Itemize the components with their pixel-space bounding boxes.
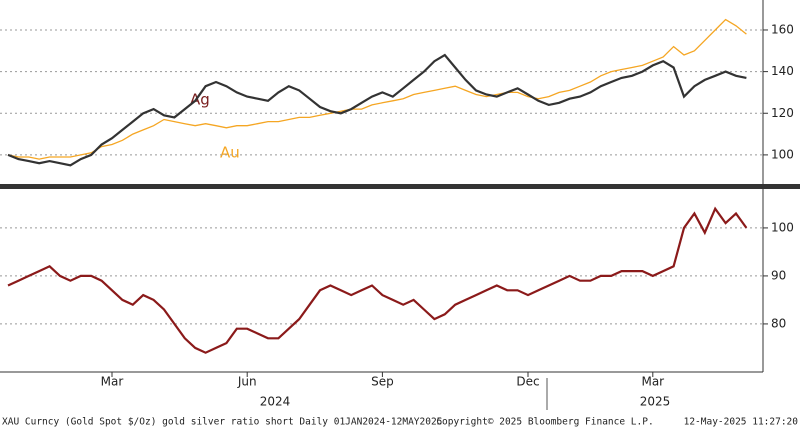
annotation: Ag [190, 91, 210, 109]
year-label: 2024 [260, 395, 291, 409]
y-tick-label: 90 [771, 268, 786, 282]
x-tick-label: Mar [101, 375, 124, 389]
x-tick-label: Sep [371, 375, 394, 389]
series-line [7, 206, 748, 354]
x-tick-label: Mar [641, 375, 664, 389]
footer-right: 12-May-2025 11:27:20 [684, 417, 799, 428]
y-tick-label: 140 [771, 64, 794, 78]
series-line [7, 18, 747, 160]
x-tick-label: Jun [237, 375, 257, 389]
annotation: Au [220, 144, 240, 162]
y-tick-label: 80 [771, 316, 786, 330]
series-line [7, 53, 747, 167]
year-label: 2025 [640, 395, 671, 409]
panel-divider [0, 184, 800, 189]
y-tick-label: 100 [771, 147, 794, 161]
x-tick-label: Dec [516, 375, 539, 389]
footer-center: Copyright© 2025 Bloomberg Finance L.P. [436, 417, 653, 428]
footer-left: XAU Curncy (Gold Spot $/Oz) gold silver … [2, 417, 442, 428]
y-tick-label: 120 [771, 106, 794, 120]
y-tick-label: 160 [771, 22, 794, 36]
y-tick-label: 100 [771, 220, 794, 234]
